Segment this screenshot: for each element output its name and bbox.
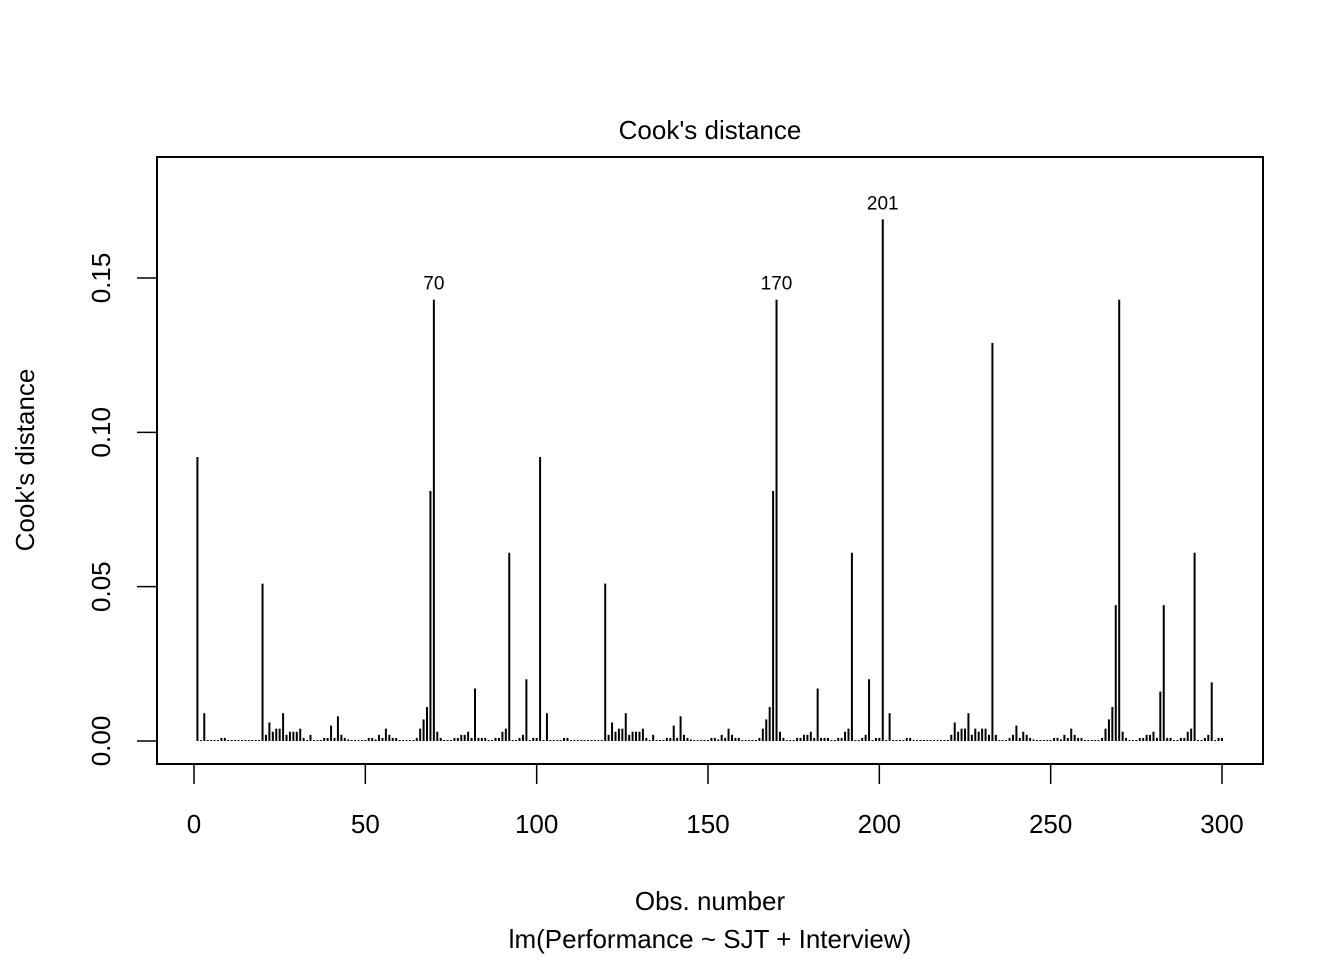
y-axis: 0.00 0.05 0.10 0.15 (86, 253, 158, 767)
y-axis-label: Cook's distance (10, 369, 40, 552)
bars-group (196, 219, 1223, 741)
model-formula-subtitle: lm(Performance ~ SJT + Interview) (509, 924, 912, 954)
y-tick-label: 0.10 (86, 407, 116, 458)
point-label: 201 (867, 193, 899, 214)
x-tick-label: 200 (858, 809, 901, 839)
x-axis: 0 50 100 150 200 250 300 (187, 763, 1244, 839)
x-tick-label: 100 (515, 809, 558, 839)
y-tick-label: 0.00 (86, 716, 116, 767)
x-tick-label: 50 (351, 809, 380, 839)
x-axis-label: Obs. number (635, 886, 786, 916)
x-tick-label: 250 (1029, 809, 1072, 839)
x-tick-label: 300 (1200, 809, 1243, 839)
y-tick-label: 0.15 (86, 253, 116, 304)
y-tick-label: 0.05 (86, 561, 116, 612)
x-tick-label: 0 (187, 809, 201, 839)
x-tick-label: 150 (686, 809, 729, 839)
point-labels: 70 170 201 (423, 193, 898, 294)
point-label: 70 (423, 274, 444, 295)
point-label: 170 (761, 274, 793, 295)
chart-title: Cook's distance (619, 115, 802, 145)
